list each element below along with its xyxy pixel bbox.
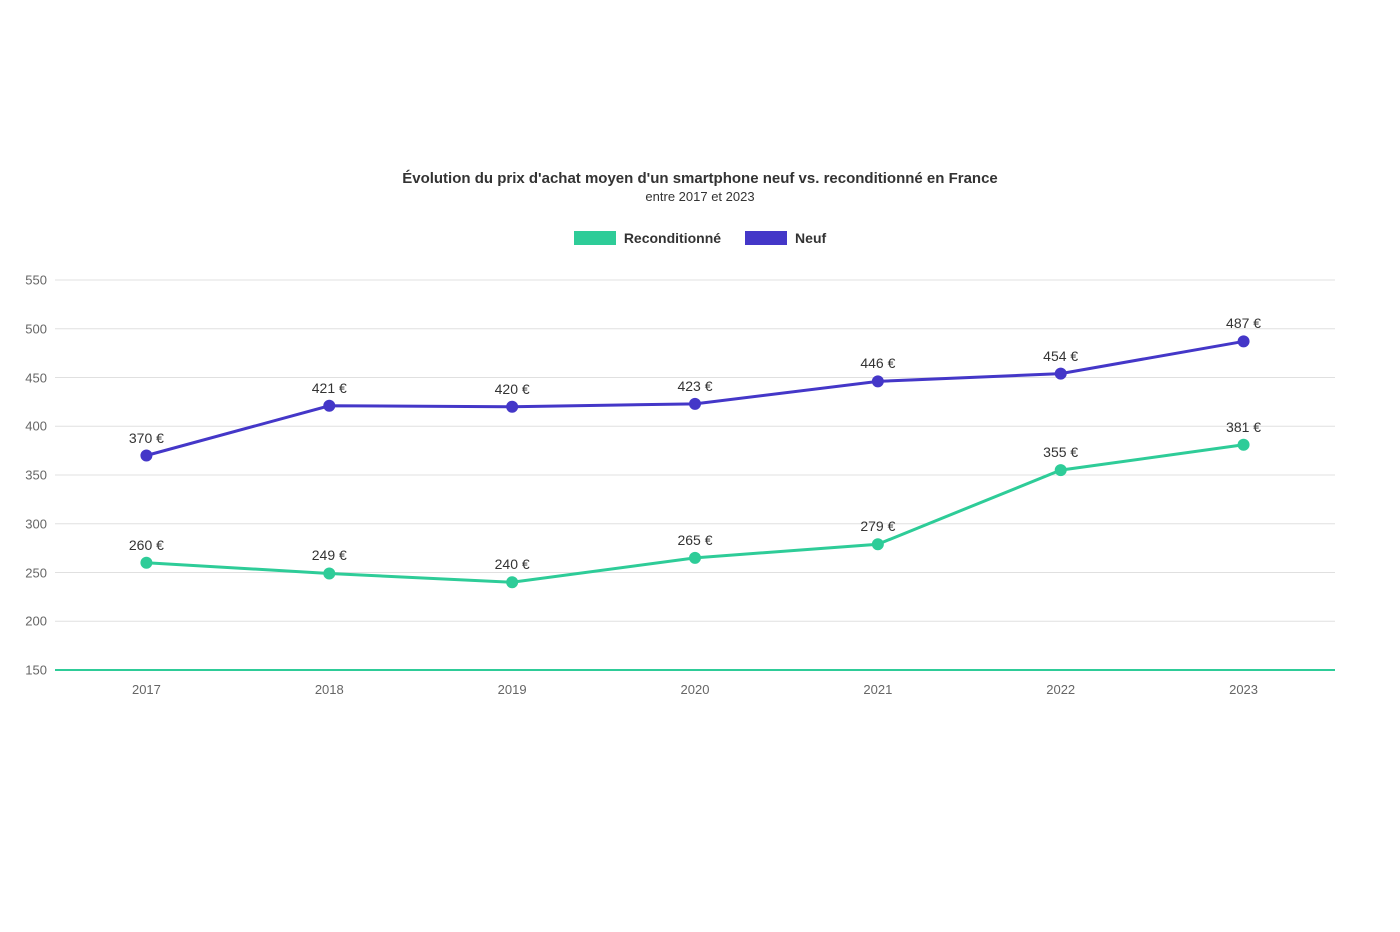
marker-reconditionne-1	[324, 568, 334, 578]
data-label-reconditionne: 265 €	[677, 532, 712, 548]
x-tick-label: 2023	[1229, 682, 1258, 697]
marker-reconditionne-0	[141, 558, 151, 568]
y-tick-label: 400	[7, 419, 47, 434]
x-tick-label: 2019	[498, 682, 527, 697]
data-label-reconditionne: 279 €	[860, 518, 895, 534]
y-tick-label: 150	[7, 663, 47, 678]
chart-legend: Reconditionné Neuf	[0, 230, 1400, 250]
x-tick-label: 2022	[1046, 682, 1075, 697]
legend-swatch	[574, 231, 616, 245]
chart-title-block: Évolution du prix d'achat moyen d'un sma…	[0, 170, 1400, 204]
plot-area	[55, 280, 1335, 670]
data-label-reconditionne: 381 €	[1226, 419, 1261, 435]
marker-neuf-2	[507, 402, 517, 412]
marker-neuf-4	[873, 376, 883, 386]
legend-item-neuf[interactable]: Neuf	[745, 230, 826, 246]
marker-neuf-6	[1239, 336, 1249, 346]
data-label-neuf: 370 €	[129, 430, 164, 446]
marker-reconditionne-3	[690, 553, 700, 563]
marker-reconditionne-2	[507, 577, 517, 587]
line-chart: Évolution du prix d'achat moyen d'un sma…	[0, 0, 1400, 932]
y-tick-label: 250	[7, 565, 47, 580]
data-label-neuf: 446 €	[860, 355, 895, 371]
marker-neuf-5	[1056, 369, 1066, 379]
legend-swatch	[745, 231, 787, 245]
data-label-neuf: 487 €	[1226, 315, 1261, 331]
marker-reconditionne-4	[873, 539, 883, 549]
data-label-neuf: 420 €	[495, 381, 530, 397]
data-label-neuf: 454 €	[1043, 348, 1078, 364]
legend-label: Reconditionné	[624, 230, 721, 246]
legend-label: Neuf	[795, 230, 826, 246]
marker-neuf-3	[690, 399, 700, 409]
y-tick-label: 350	[7, 468, 47, 483]
y-tick-label: 200	[7, 614, 47, 629]
data-label-neuf: 421 €	[312, 380, 347, 396]
y-tick-label: 300	[7, 516, 47, 531]
x-tick-label: 2021	[863, 682, 892, 697]
data-label-reconditionne: 260 €	[129, 537, 164, 553]
chart-title: Évolution du prix d'achat moyen d'un sma…	[0, 170, 1400, 187]
x-tick-label: 2018	[315, 682, 344, 697]
legend-item-reconditionne[interactable]: Reconditionné	[574, 230, 721, 246]
y-tick-label: 500	[7, 321, 47, 336]
plot-svg	[55, 280, 1335, 670]
data-label-neuf: 423 €	[677, 378, 712, 394]
marker-neuf-1	[324, 401, 334, 411]
chart-subtitle: entre 2017 et 2023	[0, 189, 1400, 204]
marker-reconditionne-5	[1056, 465, 1066, 475]
marker-neuf-0	[141, 451, 151, 461]
y-tick-label: 550	[7, 273, 47, 288]
data-label-reconditionne: 249 €	[312, 547, 347, 563]
data-label-reconditionne: 355 €	[1043, 444, 1078, 460]
x-tick-label: 2017	[132, 682, 161, 697]
marker-reconditionne-6	[1239, 440, 1249, 450]
data-label-reconditionne: 240 €	[495, 556, 530, 572]
x-tick-label: 2020	[681, 682, 710, 697]
y-tick-label: 450	[7, 370, 47, 385]
